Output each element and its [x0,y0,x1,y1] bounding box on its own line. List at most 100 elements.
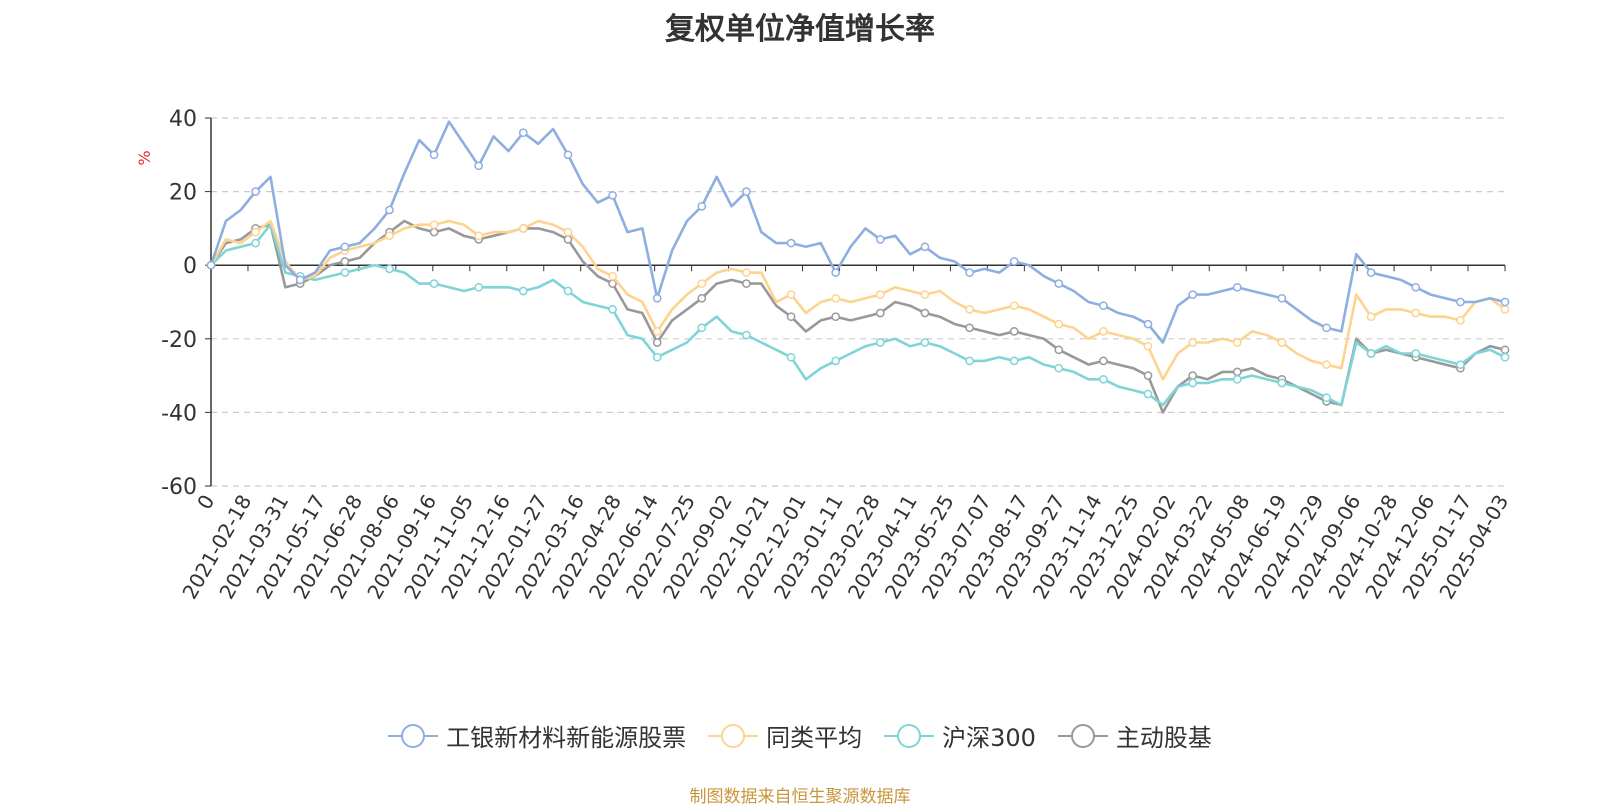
data-point [875,235,885,244]
data-point [742,279,751,288]
data-point [742,187,751,196]
data-point [786,312,796,322]
data-point [340,242,350,252]
x-tick-label: 0 [192,491,219,514]
data-point [742,330,751,340]
data-point [920,338,930,347]
data-point [742,268,751,277]
data-point [1500,297,1510,307]
source-note: 制图数据来自恒生聚源数据库 [689,787,911,807]
data-point [1099,327,1108,336]
data-point [965,323,974,333]
grid-lines [211,117,1505,487]
data-point [385,231,394,241]
y-tick-label: 0 [183,254,197,279]
legend-item[interactable]: 沪深300 [884,718,1036,753]
data-point [920,290,930,299]
legend-label: 主动股基 [1115,724,1212,752]
data-point [563,150,573,160]
data-point [920,242,930,252]
data-point [1366,349,1376,358]
legend-item[interactable]: 主动股基 [1057,718,1212,753]
data-point [563,235,573,244]
chart-title: 复权单位净值增长率 [665,12,935,47]
data-point [1322,393,1331,403]
legend-symbol-icon [708,723,759,748]
data-point [1054,345,1064,355]
legend-symbol-icon [884,723,935,748]
data-point [1099,301,1108,311]
chart-legend: 工银新材料新能源股票 同类平均 沪深300 主动股基 [0,718,1600,753]
data-point [474,161,484,171]
series-line-2 [210,223,1506,407]
data-point [1366,312,1376,322]
data-point [697,201,707,211]
data-point [1232,367,1242,377]
data-point [1232,374,1242,384]
data-point [385,264,394,274]
data-point [429,150,439,160]
data-point [1143,389,1153,399]
legend-item[interactable]: 同类平均 [708,718,862,753]
axes: -60-40-200204002021-02-182021-03-312021-… [161,107,1513,603]
data-point [1232,282,1242,292]
data-point [1009,327,1019,336]
series-lines [206,120,1510,414]
data-point [206,260,216,270]
data-point [1054,279,1064,288]
data-point [1054,319,1064,329]
data-point [1009,301,1019,311]
data-point [608,190,617,200]
data-point [831,312,841,322]
data-point [652,338,662,347]
data-point [1188,290,1198,299]
data-point [563,286,573,296]
series-line-1 [209,219,1506,381]
data-point [1232,338,1242,347]
data-point [1009,356,1019,366]
data-point [295,275,305,285]
data-point [875,290,885,299]
data-point [563,227,573,237]
y-tick-label: 40 [169,107,197,132]
data-point [697,293,707,303]
series-line-0 [209,120,1506,344]
y-tick-label: 20 [169,181,197,206]
data-point [1411,349,1421,358]
data-point [1411,308,1421,318]
data-point [251,238,260,248]
data-point [831,356,841,366]
data-point [1277,293,1287,303]
legend-label: 沪深300 [942,724,1036,752]
data-point [1099,356,1108,366]
data-point [1143,371,1153,380]
legend-item[interactable]: 工银新材料新能源股票 [388,718,686,753]
data-point [697,279,707,288]
data-point [1456,316,1465,325]
data-point [340,257,350,266]
legend-label: 同类平均 [766,724,863,752]
data-point [340,268,350,277]
data-point [786,238,796,248]
y-tick-label: -20 [161,328,197,353]
line-chart: -60-40-200204002021-02-182021-03-312021-… [135,107,1513,603]
data-point [920,308,930,318]
data-point [385,205,394,215]
data-point [1143,319,1153,329]
data-point [1456,360,1465,369]
y-tick-label: -40 [161,401,197,426]
data-point [875,338,885,347]
y-axis-unit-label: % [135,150,154,165]
data-point [697,323,707,333]
y-tick-label: -60 [161,475,197,500]
data-point [1500,345,1510,355]
data-point [608,271,617,281]
data-point [1277,378,1287,388]
data-point [251,227,260,237]
data-point [429,220,439,230]
data-point [1188,371,1198,380]
data-point [1322,323,1331,333]
data-point [652,352,662,362]
data-point [1188,378,1198,388]
data-point [518,128,528,138]
